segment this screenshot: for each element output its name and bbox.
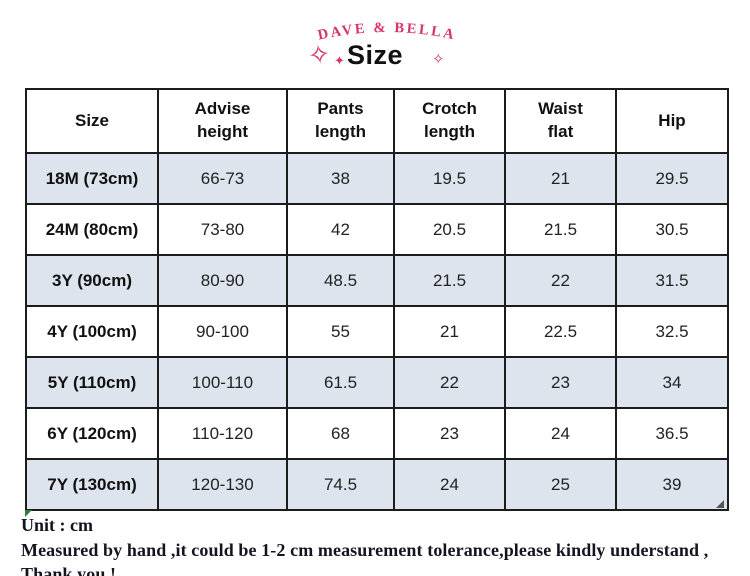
value-cell: 55 — [286, 305, 395, 358]
value-cell: 100-110 — [157, 356, 288, 409]
table-row: 18M (73cm) 66-73 38 19.5 21 29.5 — [25, 152, 729, 205]
size-cell: 7Y (130cm) — [25, 458, 159, 511]
value-cell: 22 — [393, 356, 506, 409]
value-cell: 90-100 — [157, 305, 288, 358]
value-cell: 22 — [504, 254, 617, 307]
column-header-crotch-length: Crotch length — [393, 88, 506, 154]
value-cell: 48.5 — [286, 254, 395, 307]
size-cell: 18M (73cm) — [25, 152, 159, 205]
table-header-row: Size Advise height Pants length Crotch l… — [25, 88, 729, 154]
value-cell: 30.5 — [615, 203, 729, 256]
value-cell: 22.5 — [504, 305, 617, 358]
value-cell: 21.5 — [504, 203, 617, 256]
column-header-pants-length: Pants length — [286, 88, 395, 154]
size-cell: 24M (80cm) — [25, 203, 159, 256]
table-row: 7Y (130cm) 120-130 74.5 24 25 39 — [25, 458, 729, 511]
brand-text: DAVE & BELLA — [316, 20, 457, 44]
value-cell: 110-120 — [157, 407, 288, 460]
size-cell: 4Y (100cm) — [25, 305, 159, 358]
table-row: 3Y (90cm) 80-90 48.5 21.5 22 31.5 — [25, 254, 729, 307]
column-header-advise-height: Advise height — [157, 88, 288, 154]
value-cell: 73-80 — [157, 203, 288, 256]
value-cell: 120-130 — [157, 458, 288, 511]
value-cell: 42 — [286, 203, 395, 256]
value-cell: 36.5 — [615, 407, 729, 460]
value-cell: 66-73 — [157, 152, 288, 205]
table-row: 24M (80cm) 73-80 42 20.5 21.5 30.5 — [25, 203, 729, 256]
size-cell: 5Y (110cm) — [25, 356, 159, 409]
value-cell: 19.5 — [393, 152, 506, 205]
table-row: 6Y (120cm) 110-120 68 23 24 36.5 — [25, 407, 729, 460]
page-header: DAVE & BELLA ✧ ✦ ✧ Size — [0, 0, 750, 88]
value-cell: 20.5 — [393, 203, 506, 256]
table-resize-grip — [716, 500, 724, 508]
value-cell: 25 — [504, 458, 617, 511]
value-cell: 23 — [504, 356, 617, 409]
page-title: Size — [346, 40, 404, 70]
value-cell: 61.5 — [286, 356, 395, 409]
value-cell: 24 — [393, 458, 506, 511]
value-cell: 74.5 — [286, 458, 395, 511]
value-cell: 29.5 — [615, 152, 729, 205]
value-cell: 32.5 — [615, 305, 729, 358]
column-header-hip: Hip — [615, 88, 729, 154]
footer-note: Unit : cm Measured by hand ,it could be … — [21, 514, 743, 576]
table-row: 5Y (110cm) 100-110 61.5 22 23 34 — [25, 356, 729, 409]
tolerance-note: Measured by hand ,it could be 1-2 cm mea… — [21, 540, 709, 576]
value-cell: 38 — [286, 152, 395, 205]
value-cell: 21 — [504, 152, 617, 205]
column-header-size: Size — [25, 88, 159, 154]
table-row: 4Y (100cm) 90-100 55 21 22.5 32.5 — [25, 305, 729, 358]
sparkle-icon: ✧ — [432, 50, 445, 68]
value-cell: 34 — [615, 356, 729, 409]
value-cell: 31.5 — [615, 254, 729, 307]
brand-arc-logo: DAVE & BELLA — [316, 20, 457, 44]
value-cell: 21 — [393, 305, 506, 358]
value-cell: 39 — [615, 458, 729, 511]
value-cell: 80-90 — [157, 254, 288, 307]
value-cell: 68 — [286, 407, 395, 460]
size-cell: 3Y (90cm) — [25, 254, 159, 307]
value-cell: 21.5 — [393, 254, 506, 307]
table-corner-mark-left — [25, 510, 32, 517]
value-cell: 24 — [504, 407, 617, 460]
size-cell: 6Y (120cm) — [25, 407, 159, 460]
sparkle-icon: ✦ — [334, 54, 345, 69]
unit-label: Unit : cm — [21, 515, 93, 535]
size-chart-table: Size Advise height Pants length Crotch l… — [25, 88, 729, 511]
value-cell: 23 — [393, 407, 506, 460]
column-header-waist-flat: Waist flat — [504, 88, 617, 154]
